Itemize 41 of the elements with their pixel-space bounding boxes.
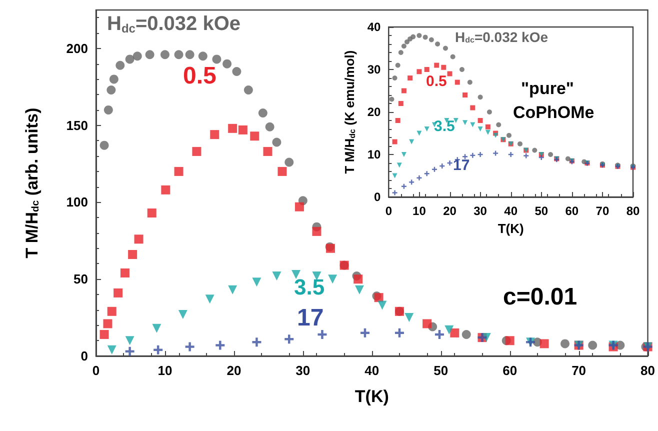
x-tick-label: 60 <box>502 363 518 378</box>
x-tick-label: 0 <box>385 204 392 218</box>
x-axis-title: T(K) <box>498 220 524 236</box>
x-tick-label: 30 <box>474 204 488 218</box>
series-label: 3.5 <box>434 118 455 135</box>
x-tick-label: 10 <box>158 363 172 378</box>
x-tick-label: 70 <box>596 204 610 218</box>
y-tick-label: 0 <box>80 348 88 364</box>
x-tick-label: 50 <box>434 363 448 378</box>
y-tick-label: 200 <box>66 40 88 56</box>
x-tick-label: 40 <box>504 204 518 218</box>
y-tick-label: 10 <box>367 148 381 162</box>
x-axis-title: T(K) <box>354 387 389 406</box>
y-tick-label: 150 <box>66 118 88 133</box>
series-label: 0.5 <box>183 62 216 90</box>
x-tick-label: 70 <box>572 363 586 378</box>
x-tick-label: 60 <box>565 204 579 218</box>
y-tick-label: 50 <box>74 272 88 287</box>
y-axis-title: T M/Hdc (arb. units) <box>22 108 42 258</box>
y-axis-title: T M/Hdc (K emu/mol) <box>342 50 357 174</box>
x-tick-label: 30 <box>296 363 310 378</box>
y-tick-label: 40 <box>367 20 381 34</box>
x-tick-label: 80 <box>626 204 640 218</box>
x-tick-label: 0 <box>92 363 100 378</box>
y-tick-label: 100 <box>66 194 88 210</box>
annotation: c=0.01 <box>503 284 578 310</box>
y-tick-label: 20 <box>367 105 381 119</box>
series-label: 3.5 <box>294 274 325 300</box>
x-tick-label: 10 <box>412 204 426 218</box>
annotation: "pure" <box>521 79 574 98</box>
x-tick-label: 20 <box>226 363 242 378</box>
series-label: 0.5 <box>426 73 447 90</box>
x-tick-label: 80 <box>640 363 656 378</box>
y-tick-label: 30 <box>367 62 381 76</box>
y-tick-label: 0 <box>374 190 381 204</box>
annotation: CoPhOMe <box>513 103 594 122</box>
series-label: Hdc=0.032 kOe <box>455 29 548 45</box>
series-label: 17 <box>297 304 324 332</box>
x-tick-label: 20 <box>443 204 457 218</box>
series-label: 17 <box>453 157 470 174</box>
x-tick-label: 50 <box>534 204 548 218</box>
